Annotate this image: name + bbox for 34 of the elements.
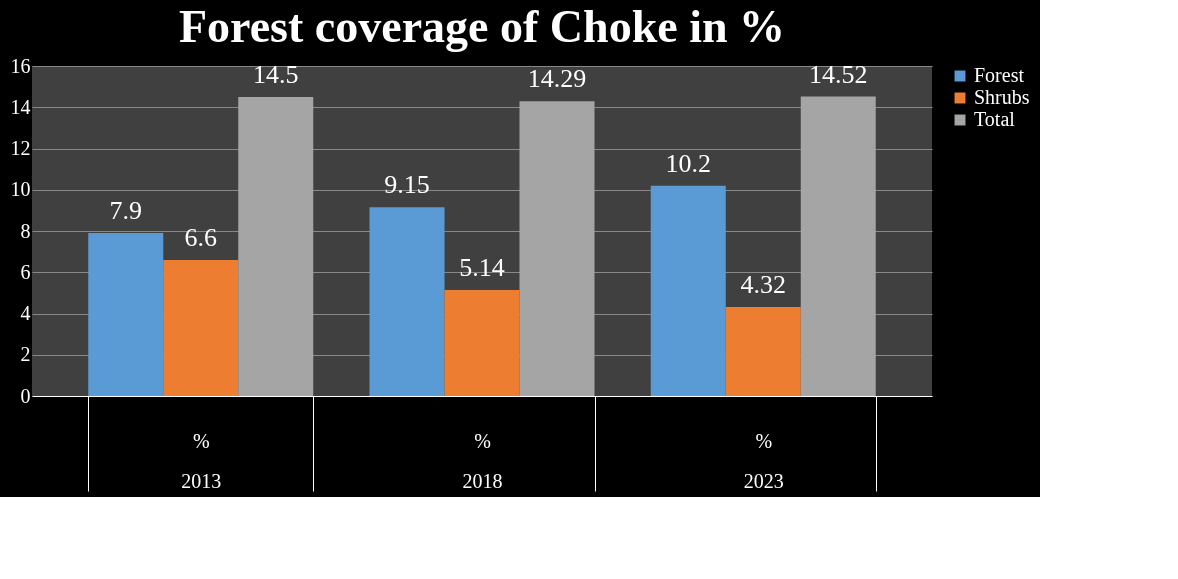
legend-label: Shrubs [974, 86, 1030, 108]
y-tick-label: 6 [20, 260, 31, 283]
legend-label: Forest [974, 64, 1025, 86]
data-label: 7.9 [109, 196, 142, 226]
bar [238, 96, 314, 396]
bar [650, 185, 726, 396]
x-tick-label: % 2018 [462, 429, 503, 492]
y-tick-label: 4 [20, 302, 31, 324]
data-label: 14.29 [527, 64, 587, 94]
data-label: 4.32 [740, 269, 786, 299]
bar [369, 207, 445, 396]
y-tick-label: 8 [20, 219, 31, 242]
bar [519, 101, 595, 396]
y-tick-label: 2 [20, 343, 31, 366]
y-tick-label: 14 [10, 95, 31, 118]
bar [725, 306, 801, 396]
bar [163, 259, 239, 396]
data-label: 14.52 [809, 59, 868, 89]
bar [800, 96, 876, 396]
legend-label: Total [974, 108, 1016, 130]
x-tick-label: % 2013 [181, 429, 222, 492]
y-tick-label: 16 [10, 54, 31, 77]
data-label: 6.6 [184, 222, 217, 252]
bar [88, 233, 164, 396]
y-tick-label: 12 [10, 137, 31, 159]
y-tick-label: 10 [10, 178, 31, 201]
y-tick-label: 0 [20, 384, 31, 407]
data-label: 5.14 [459, 252, 505, 282]
x-tick-label: % 2023 [743, 429, 784, 492]
data-label: 9.15 [384, 170, 430, 200]
data-label: 10.2 [665, 148, 711, 178]
bar [444, 289, 520, 396]
data-label: 14.5 [253, 59, 299, 89]
chart-title: Forest coverage of Choke in % [179, 1, 785, 52]
